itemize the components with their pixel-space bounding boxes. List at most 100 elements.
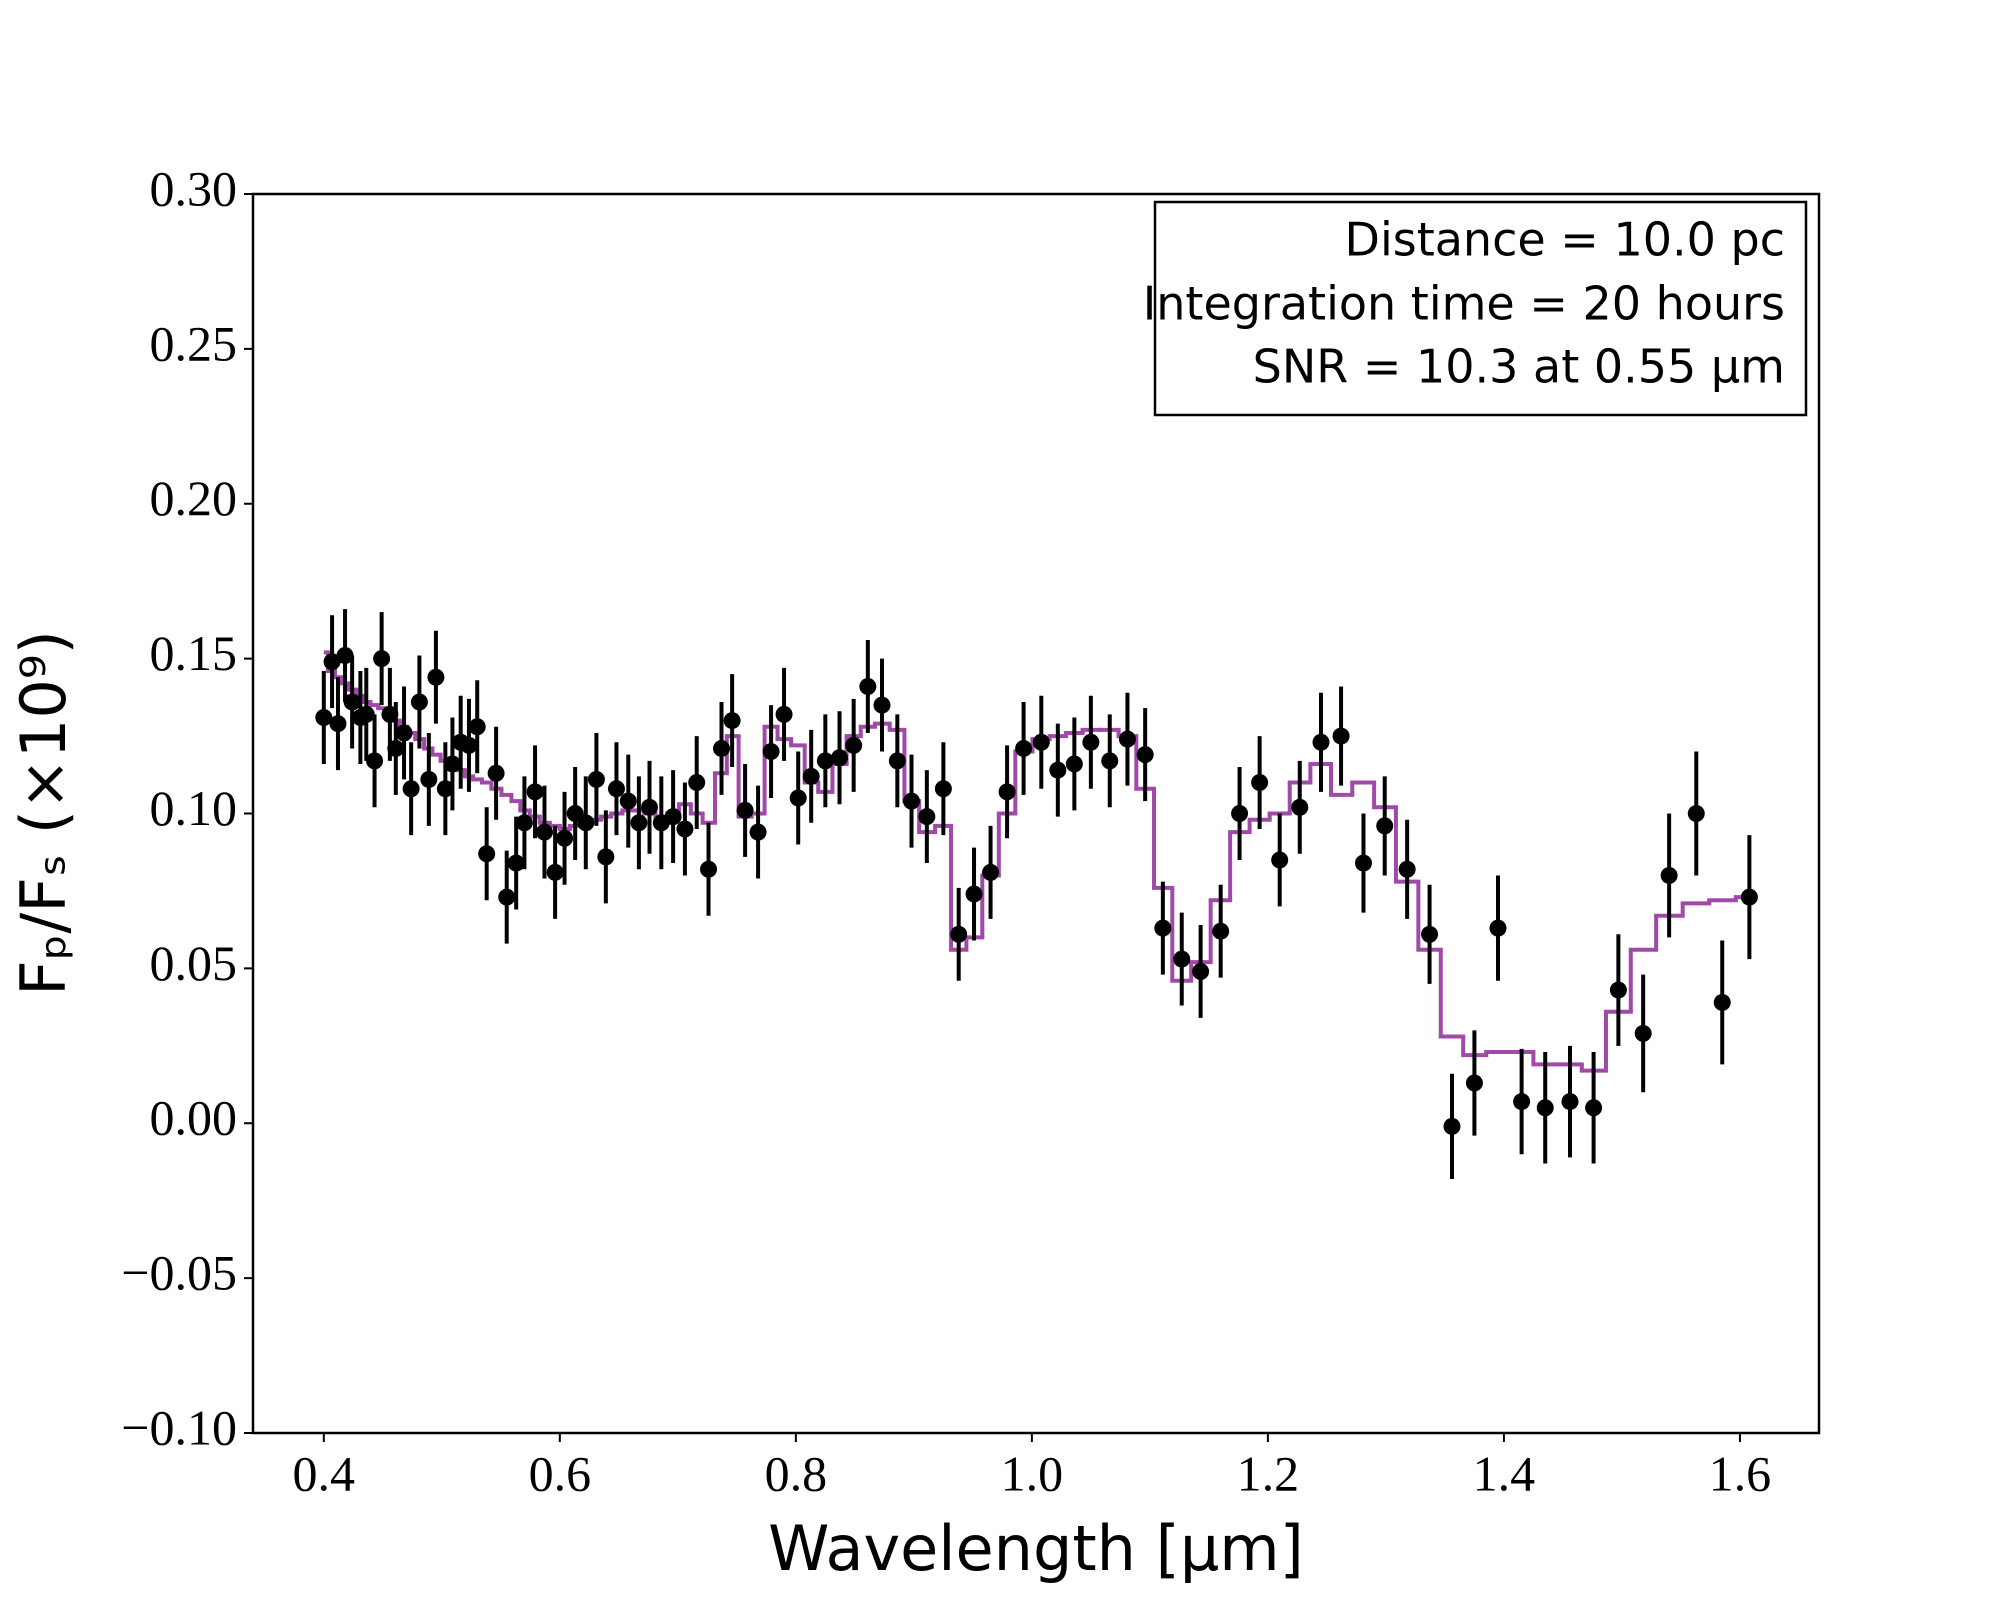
data-point <box>420 770 438 788</box>
data-point <box>902 792 920 810</box>
data-point <box>749 823 767 841</box>
y-tick-label: 0.15 <box>150 625 238 681</box>
data-point <box>373 650 391 668</box>
data-point <box>343 693 361 711</box>
data-point <box>1489 919 1507 937</box>
data-point <box>1585 1099 1603 1117</box>
data-point <box>395 724 413 742</box>
data-point <box>577 814 595 832</box>
y-axis-label: Fₚ/Fₛ (×10⁹) <box>7 630 80 996</box>
data-point <box>526 783 544 801</box>
data-point <box>1154 919 1172 937</box>
data-point <box>535 823 553 841</box>
data-point <box>934 780 952 798</box>
data-point <box>1231 805 1249 822</box>
data-point <box>587 770 605 788</box>
data-point <box>664 808 682 826</box>
data-point <box>1173 950 1191 968</box>
data-point <box>1082 733 1100 751</box>
x-tick-label: 1.4 <box>1473 1445 1536 1501</box>
annotation: Integration time = 20 hours <box>1143 277 1785 331</box>
data-point <box>515 814 533 832</box>
y-tick-label: 0.25 <box>150 315 238 371</box>
data-point <box>845 736 863 754</box>
data-point <box>802 767 820 785</box>
data-point <box>507 854 525 872</box>
y-tick-label: 0.00 <box>150 1090 238 1146</box>
x-tick-label: 1.0 <box>1001 1445 1064 1501</box>
data-point <box>1561 1093 1579 1111</box>
data-point <box>1687 805 1705 822</box>
data-point <box>1354 854 1372 872</box>
data-point <box>619 792 637 810</box>
data-point <box>1312 733 1330 751</box>
x-axis-label: Wavelength [μm] <box>768 1512 1304 1585</box>
data-point <box>873 696 891 714</box>
data-point <box>1118 730 1136 748</box>
data-point <box>1192 962 1210 980</box>
data-point <box>641 798 659 816</box>
data-point <box>315 708 333 726</box>
y-tick-label: −0.10 <box>121 1399 237 1455</box>
data-point <box>1536 1099 1554 1117</box>
data-point <box>888 752 906 770</box>
data-point <box>1398 860 1416 878</box>
data-point <box>607 780 625 798</box>
data-point <box>1421 925 1439 943</box>
data-point <box>1015 739 1033 757</box>
data-point <box>329 715 347 733</box>
data-point <box>546 863 564 881</box>
data-point <box>357 705 375 723</box>
data-point <box>816 752 834 770</box>
data-point <box>965 885 983 903</box>
data-point <box>1443 1117 1461 1135</box>
data-point <box>775 705 793 723</box>
data-point <box>950 925 968 943</box>
annotation-box <box>1153 200 1808 417</box>
data-point <box>982 863 1000 881</box>
data-point <box>736 801 754 819</box>
data-point <box>723 712 741 730</box>
data-point <box>323 653 341 671</box>
y-tick-label: 0.10 <box>150 780 238 836</box>
data-point <box>676 820 694 838</box>
data-point <box>1136 746 1154 764</box>
data-point <box>1740 888 1758 906</box>
data-point <box>436 780 454 798</box>
data-point <box>1049 761 1067 779</box>
data-point <box>1332 727 1350 745</box>
data-point <box>478 845 496 863</box>
data-point <box>468 718 486 736</box>
data-point <box>1513 1093 1531 1111</box>
data-point <box>1609 981 1627 999</box>
data-point <box>336 647 354 665</box>
data-point <box>1634 1024 1652 1042</box>
data-point <box>1271 851 1289 869</box>
data-point <box>789 789 807 807</box>
data-point <box>366 752 384 770</box>
x-tick-label: 1.2 <box>1237 1445 1300 1501</box>
data-point <box>498 888 516 906</box>
data-point <box>597 848 615 866</box>
plot-frame <box>251 192 1821 1435</box>
data-point <box>1291 798 1309 816</box>
data-point <box>762 743 780 761</box>
data-point <box>1251 774 1269 792</box>
y-tick-label: −0.05 <box>121 1245 237 1301</box>
data-point <box>387 739 405 757</box>
data-point <box>688 774 706 792</box>
data-point <box>859 678 877 696</box>
x-tick-label: 0.8 <box>765 1445 828 1501</box>
data-point <box>487 764 505 782</box>
data-point <box>460 736 478 754</box>
data-point <box>1101 752 1119 770</box>
data-point <box>556 829 574 847</box>
annotation: SNR = 10.3 at 0.55 μm <box>1253 340 1785 394</box>
data-point <box>410 693 428 711</box>
x-tick-label: 0.6 <box>529 1445 592 1501</box>
data-point <box>402 780 420 798</box>
data-point <box>998 783 1016 801</box>
data-point <box>918 808 936 826</box>
data-point <box>1376 817 1394 835</box>
